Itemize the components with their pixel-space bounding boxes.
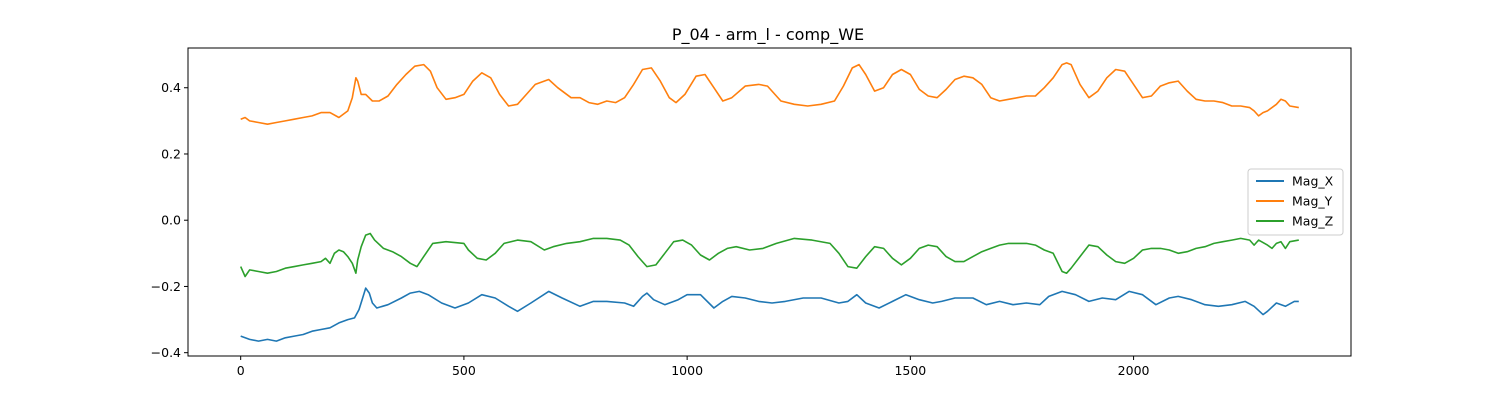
- chart-title: P_04 - arm_l - comp_WE: [672, 25, 864, 45]
- x-tick-label: 0: [237, 363, 245, 378]
- axes-frame: [187, 47, 1352, 357]
- series-line-mag-y: [240, 62, 1299, 125]
- legend-box: [1247, 168, 1344, 236]
- series-line-mag-x: [240, 287, 1299, 342]
- legend-label: Mag_Y: [1292, 194, 1333, 209]
- series-line-mag-z: [239, 232, 1299, 278]
- x-tick-label: 500: [452, 363, 476, 378]
- y-tick-label: 0.4: [161, 80, 181, 95]
- legend-label: Mag_X: [1292, 174, 1334, 189]
- x-tick-label: 1000: [671, 363, 703, 378]
- x-tick-label: 2000: [1118, 363, 1150, 378]
- series-layer: [239, 62, 1299, 342]
- legend-label: Mag_Z: [1292, 214, 1333, 229]
- y-tick-label: −0.4: [151, 345, 181, 360]
- axes-layer: 0 500 1000 1500 2000 −0.4 −0.2 0.0 0.2 0.4: [151, 47, 1352, 378]
- y-tick-label: −0.2: [151, 279, 181, 294]
- y-tick-label: 0.0: [161, 213, 181, 228]
- legend: Mag_X Mag_Y Mag_Z: [1247, 168, 1344, 236]
- y-tick-label: 0.2: [161, 146, 181, 161]
- x-tick-label: 1500: [894, 363, 926, 378]
